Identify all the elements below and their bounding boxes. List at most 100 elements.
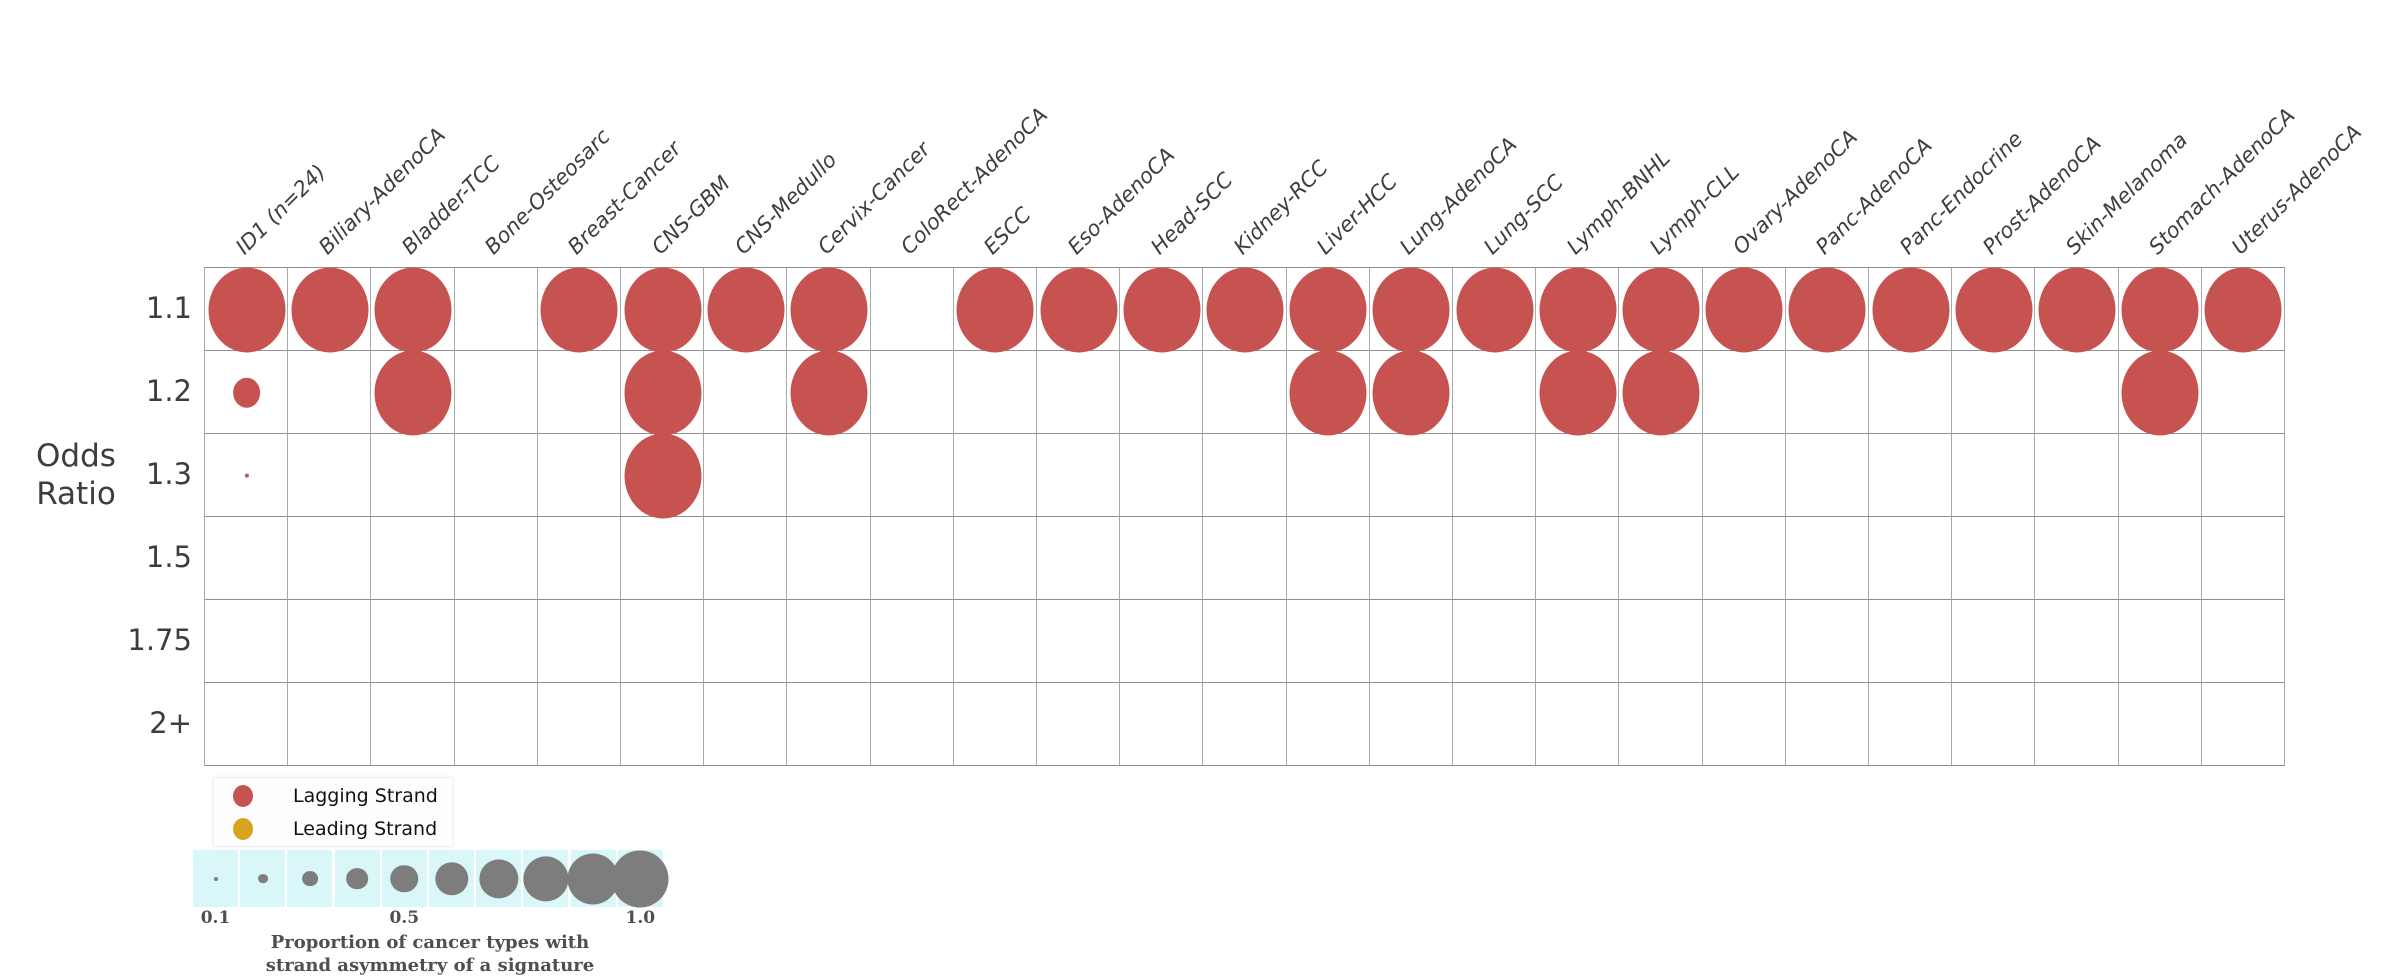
- data-bubble: [624, 267, 702, 352]
- data-bubble: [624, 433, 702, 518]
- size-legend-cell: [287, 850, 333, 907]
- size-legend-tick: 1.0: [625, 908, 656, 928]
- matrix-cell: [1203, 517, 1287, 600]
- matrix-cell: [1702, 683, 1786, 766]
- matrix-cell: [1869, 600, 1953, 683]
- matrix-cell: [870, 683, 954, 766]
- matrix-cell: [621, 517, 705, 600]
- matrix-cell: [1785, 683, 1869, 766]
- data-bubble: [2121, 350, 2199, 435]
- matrix-cell: [1369, 434, 1453, 517]
- y-tick-label: 1.3: [145, 457, 192, 491]
- column-header-label: CNS-GBM: [646, 171, 735, 259]
- data-bubble: [1872, 267, 1950, 352]
- matrix-cell: [1369, 517, 1453, 600]
- matrix-cell: [1619, 600, 1703, 683]
- matrix-cell: [2201, 517, 2285, 600]
- matrix-cell: [288, 600, 372, 683]
- matrix-cell: [1453, 517, 1537, 600]
- size-legend-bubble: [257, 873, 268, 884]
- color-legend: Lagging Strand Leading Strand: [213, 777, 453, 847]
- legend-color-dot: [233, 817, 253, 840]
- matrix-cell: [870, 600, 954, 683]
- size-legend-bubble: [302, 870, 318, 887]
- matrix-cell: [1702, 600, 1786, 683]
- size-legend-bubble: [434, 861, 469, 896]
- size-legend-bubble: [213, 876, 218, 881]
- size-legend-tick: 0.1: [200, 908, 231, 928]
- data-bubble: [540, 267, 618, 352]
- matrix-cell: [787, 683, 871, 766]
- data-bubble: [624, 350, 702, 435]
- y-tick-label: 1.2: [145, 374, 192, 408]
- matrix-cell: [454, 600, 538, 683]
- column-header-label: ColoRect-AdenoCA: [896, 102, 1053, 259]
- matrix-cell: [1702, 434, 1786, 517]
- data-bubble: [1372, 350, 1450, 435]
- matrix-cell: [1619, 683, 1703, 766]
- data-bubble: [1539, 267, 1617, 352]
- matrix-cell: [1286, 600, 1370, 683]
- matrix-cell: [1785, 434, 1869, 517]
- matrix-cell: [787, 434, 871, 517]
- matrix-cell: [454, 268, 538, 351]
- size-legend-cell: [567, 850, 619, 907]
- matrix-cell: [870, 268, 954, 351]
- matrix-cell: [1619, 517, 1703, 600]
- matrix-cell: [1785, 600, 1869, 683]
- data-bubble: [1289, 267, 1367, 352]
- matrix-cell: [1952, 683, 2036, 766]
- matrix-cell: [2118, 683, 2202, 766]
- matrix-cell: [288, 351, 372, 434]
- matrix-cell: [2201, 434, 2285, 517]
- size-legend-cell: [381, 850, 427, 907]
- data-bubble: [232, 377, 261, 408]
- size-legend-bubble: [523, 855, 569, 902]
- data-bubble: [1372, 267, 1450, 352]
- size-legend-tick: 0.5: [389, 908, 420, 928]
- matrix-cell: [1952, 517, 2036, 600]
- matrix-cell: [1037, 517, 1121, 600]
- matrix-cell: [205, 351, 289, 434]
- matrix-cell: [621, 600, 705, 683]
- size-legend-cell: [611, 850, 669, 907]
- size-legend-bubble: [479, 858, 519, 899]
- matrix-cell: [537, 434, 621, 517]
- legend-label: Leading Strand: [293, 817, 438, 840]
- size-legend-cell: [334, 850, 380, 907]
- matrix-cell: [704, 434, 788, 517]
- matrix-cell: [870, 351, 954, 434]
- matrix-cell: [205, 434, 289, 517]
- data-bubble: [1622, 350, 1700, 435]
- data-bubble: [1788, 267, 1866, 352]
- data-bubble: [291, 267, 369, 352]
- matrix-cell: [2035, 600, 2119, 683]
- y-axis-title: Odds Ratio: [36, 438, 116, 512]
- matrix-cell: [1453, 600, 1537, 683]
- matrix-cell: [2035, 683, 2119, 766]
- data-bubble: [1539, 350, 1617, 435]
- legend-label: Lagging Strand: [293, 784, 438, 807]
- legend-color-dot: [233, 784, 253, 807]
- matrix-cell: [1536, 517, 1620, 600]
- matrix-cell: [953, 517, 1037, 600]
- matrix-cell: [205, 600, 289, 683]
- matrix-cell: [704, 517, 788, 600]
- matrix-cell: [1702, 351, 1786, 434]
- column-header-label: Head-SCC: [1145, 167, 1238, 259]
- y-tick-label: 1.75: [127, 623, 192, 657]
- matrix-cell: [1453, 683, 1537, 766]
- size-legend-cell: [429, 850, 474, 907]
- column-header-label: Lung-SCC: [1478, 169, 1568, 259]
- data-bubble: [1622, 267, 1700, 352]
- matrix-cell: [1037, 600, 1121, 683]
- matrix-cell: [1286, 683, 1370, 766]
- matrix-cell: [1120, 434, 1204, 517]
- matrix-cell: [1120, 351, 1204, 434]
- column-header-label: ESCC: [979, 202, 1036, 259]
- matrix-cell: [288, 683, 372, 766]
- data-bubble: [2038, 267, 2116, 352]
- matrix-cell: [2035, 517, 2119, 600]
- matrix-cell: [2201, 683, 2285, 766]
